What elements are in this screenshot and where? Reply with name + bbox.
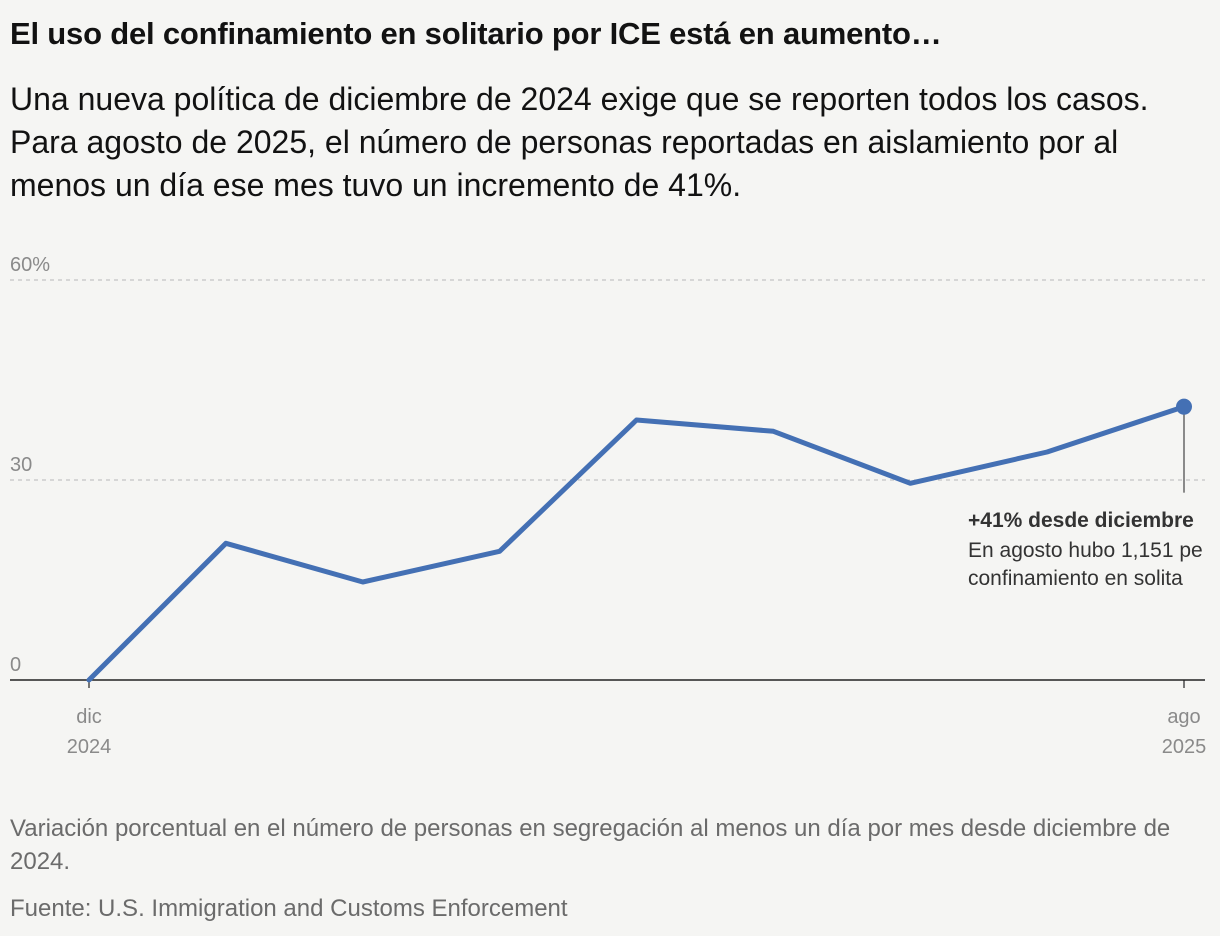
x-tick-label-month: ago (1167, 706, 1200, 728)
chart-note: Variación porcentual en el número de per… (10, 815, 1171, 875)
annotation: +41% desde diciembre En agosto hubo 1,151… (968, 406, 1203, 590)
y-tick-label: 60% (10, 254, 50, 276)
gridlines: 0 30 60% (10, 254, 1205, 676)
chart-title: El uso del confinamiento en solitario po… (10, 16, 942, 51)
data-point (1176, 398, 1192, 415)
annotation-line: confinamiento en solita (968, 567, 1183, 590)
x-tick-label-year: 2025 (1162, 736, 1207, 758)
y-tick-label: 30 (10, 454, 32, 476)
chart-source: Fuente: U.S. Immigration and Customs Enf… (10, 895, 568, 922)
chart-subtitle: Una nueva política de diciembre de 2024 … (10, 81, 1149, 203)
x-axis: dic 2024 ago 2025 (10, 679, 1207, 758)
x-tick-label-month: dic (76, 706, 102, 728)
annotation-title: +41% desde diciembre (968, 509, 1194, 532)
x-tick-label-year: 2024 (67, 736, 112, 758)
line-chart: 0 30 60% dic 2024 ago 2025 +41% desde diciemb… (10, 254, 1207, 758)
series (86, 398, 1192, 683)
y-tick-label: 0 (10, 654, 21, 676)
annotation-line: En agosto hubo 1,151 pe (968, 539, 1203, 562)
